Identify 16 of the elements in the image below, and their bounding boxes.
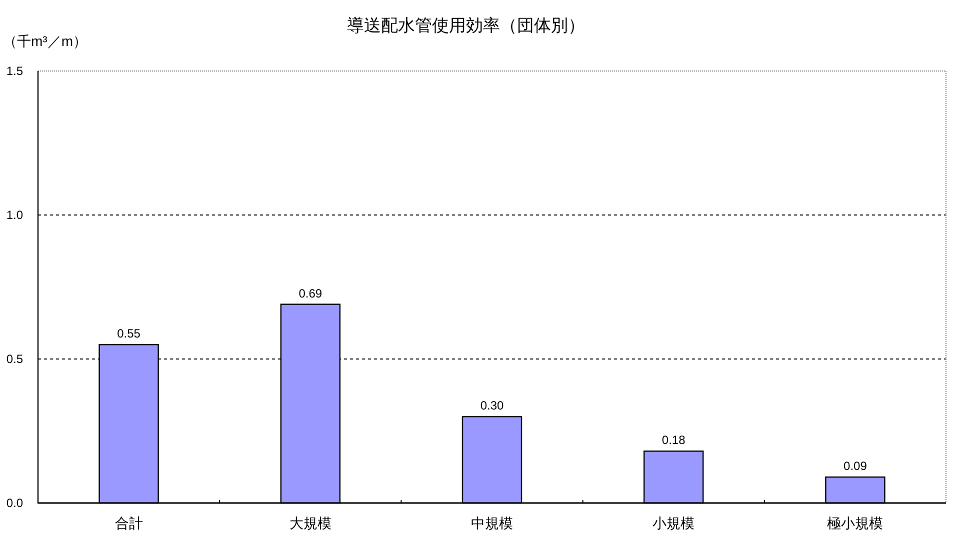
x-tick-label: 合計 (114, 515, 143, 531)
data-label: 0.55 (117, 326, 141, 341)
chart-title: 導送配水管使用効率（団体別） (347, 16, 585, 35)
x-tick-label: 極小規模 (827, 515, 884, 531)
x-tick-label: 中規模 (471, 515, 513, 531)
data-label: 0.69 (298, 286, 322, 300)
y-tick-label: 0.0 (6, 496, 24, 510)
y-tick-label: 1.5 (6, 64, 24, 78)
data-label: 0.30 (480, 398, 504, 413)
y-tick-label: 1.0 (6, 208, 24, 222)
y-axis-title: （千m³／m） (3, 33, 87, 49)
x-tick-label: 小規模 (652, 515, 695, 531)
x-tick-label: 大規模 (289, 515, 332, 531)
data-label: 0.09 (844, 459, 868, 474)
data-label: 0.18 (662, 433, 686, 448)
y-tick-label: 0.5 (6, 352, 24, 366)
